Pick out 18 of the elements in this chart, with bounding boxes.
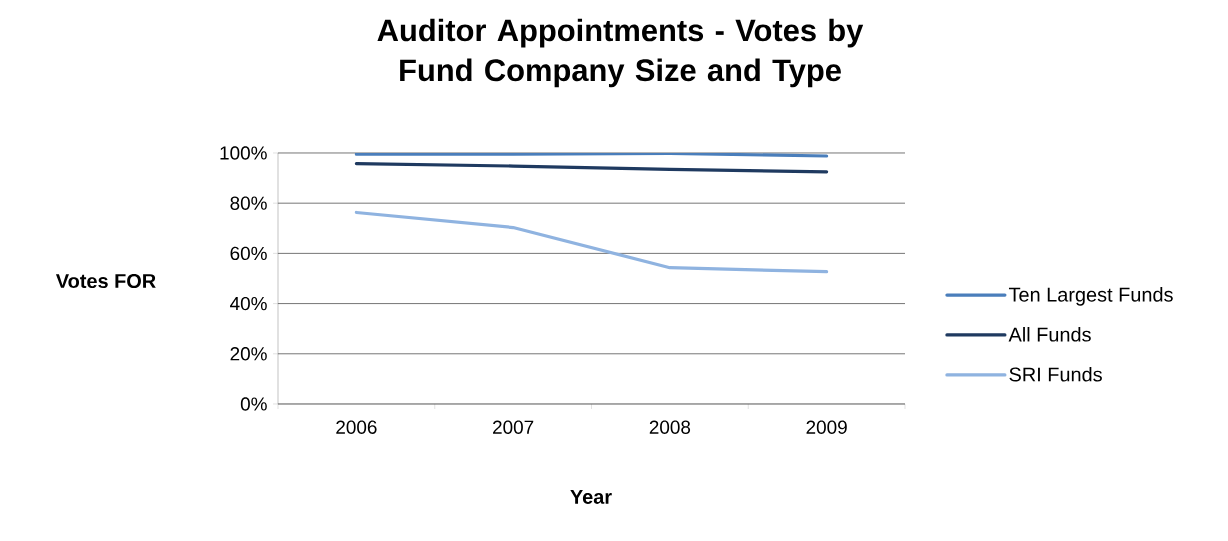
x-tick-label: 2008: [649, 420, 691, 434]
y-tick-label: 40%: [230, 296, 267, 311]
y-tick-label: 100%: [220, 146, 267, 160]
line-series: [354, 161, 829, 174]
line-series: [354, 210, 829, 274]
legend-label: Ten Largest Funds: [1008, 287, 1173, 306]
legend-label: All Funds: [1008, 327, 1091, 342]
y-axis-title: Votes FOR: [55, 273, 156, 289]
legend-label: SRI Funds: [1009, 366, 1102, 382]
y-tick-label: 60%: [230, 246, 267, 261]
y-tick-label: 20%: [230, 347, 267, 361]
y-tick-label: 0%: [240, 397, 267, 411]
x-tick-label: 2006: [336, 420, 377, 434]
chart-title: Auditor Appointments - Votes by Fund Company Size and Type: [377, 18, 864, 88]
x-axis-title: Year: [570, 490, 612, 504]
x-tick-label: 2009: [806, 420, 847, 434]
x-tick-label: 2007: [493, 420, 534, 434]
y-tick-label: 80%: [230, 196, 267, 210]
